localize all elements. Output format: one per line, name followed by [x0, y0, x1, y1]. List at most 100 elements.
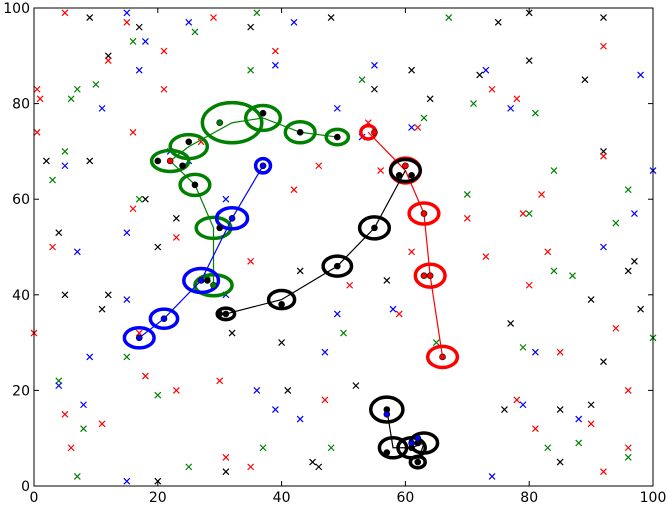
scatter-point-green [624, 453, 632, 461]
track-ellipse-black [357, 215, 392, 241]
scatter-point-green [61, 147, 69, 155]
scatter-point-black [315, 463, 323, 471]
scatter-point-black [600, 14, 607, 21]
track-point-blue [228, 215, 236, 222]
scatter-point-blue [61, 162, 69, 170]
scatter-point-red [247, 257, 255, 265]
scatter-point-red [135, 329, 143, 337]
x-tick-label: 20 [149, 490, 167, 505]
track-point-black [179, 162, 186, 170]
y-tick-label: 20 [12, 383, 30, 399]
scatter-point-black [86, 14, 94, 21]
scatter-point-red [67, 444, 75, 452]
scatter-point-black [222, 468, 230, 476]
x-tick-label: 0 [30, 490, 39, 505]
track-point-green [210, 281, 217, 289]
scatter-point-blue [123, 477, 131, 485]
scatter-point-red [538, 190, 546, 198]
scatter-point-blue [507, 104, 515, 112]
track-point-black [216, 310, 223, 318]
scatter-point-red [210, 14, 217, 21]
scatter-point-black [426, 95, 434, 103]
scatter-point-blue [531, 348, 539, 356]
scatter-point-blue [408, 124, 416, 131]
scatter-point-green [358, 76, 366, 84]
scatter-point-black [507, 320, 515, 327]
x-tick-label: 60 [396, 490, 414, 505]
y-tick-label: 80 [12, 97, 30, 113]
plot-area [30, 9, 657, 485]
scatter-point-red [33, 128, 41, 136]
scatter-point-blue [123, 9, 131, 17]
scatter-point-black [278, 339, 286, 347]
track-ellipse-black [368, 395, 405, 424]
track-ellipse-black [266, 288, 297, 311]
x-tick-label: 40 [273, 490, 291, 505]
scatter-point-red [531, 425, 539, 433]
scatter-point-red [160, 47, 168, 55]
scatter-point-blue [575, 415, 583, 423]
track-point-blue [197, 277, 205, 284]
scatter-point-red [612, 324, 620, 332]
scatter-point-blue [123, 229, 131, 237]
track-ellipse-red [425, 344, 460, 370]
scatter-point-green [550, 267, 558, 275]
track-line-green [169, 117, 338, 286]
scatter-point-red [172, 386, 180, 394]
scatter-point-blue [333, 310, 341, 318]
scatter-point-red [104, 57, 112, 65]
scatter-point-red [519, 210, 527, 217]
track-point-red [426, 272, 434, 279]
scatter-point-red [414, 124, 422, 131]
scatter-point-black [383, 277, 391, 284]
scatter-point-red [395, 310, 403, 318]
scatter-point-red [141, 372, 149, 380]
scatter-point-green [67, 95, 75, 103]
track-point-black [408, 172, 415, 179]
scatter-point-blue [253, 386, 261, 394]
scatter-point-red [513, 95, 521, 103]
scatter-point-black [104, 291, 112, 299]
scatter-point-black [501, 406, 508, 413]
scatter-point-blue [123, 296, 131, 304]
track-ellipse-red [407, 201, 441, 226]
track-point-red [166, 157, 174, 165]
track-point-blue [383, 410, 391, 418]
track-ellipse-blue [122, 326, 156, 350]
track-ellipse-green [324, 127, 351, 147]
track-ellipse-green [283, 120, 317, 145]
scatter-point-black [587, 296, 595, 304]
scatter-point-blue [519, 401, 527, 409]
scatter-point-green [463, 190, 471, 198]
scatter-point-green [129, 38, 137, 45]
scatter-point-red [321, 396, 329, 404]
scatter-point-green [470, 100, 477, 108]
scatter-point-blue [135, 66, 143, 74]
scatter-point-black [296, 267, 304, 275]
scatter-point-red [488, 85, 496, 93]
scatter-point-red [346, 281, 354, 289]
track-point-red [402, 162, 409, 170]
track-ellipse-green [193, 272, 234, 298]
track-point-blue [160, 315, 168, 323]
scatter-point-black [371, 85, 378, 93]
scatter-point-red [463, 214, 471, 222]
track-ellipse-black [388, 157, 423, 184]
scatter-point-blue [80, 401, 87, 409]
y-tick-label: 0 [21, 479, 30, 495]
track-point-black [222, 310, 230, 318]
track-point-blue [259, 162, 267, 170]
scatter-point-blue [600, 243, 607, 251]
scatter-point-blue [271, 406, 279, 413]
scatter-point-red [33, 85, 41, 93]
scatter-point-blue [631, 210, 638, 217]
scatter-point-red [408, 248, 416, 256]
track-ellipse-green [168, 132, 210, 161]
scatter-point-black [327, 14, 335, 21]
track-point-red [420, 210, 428, 217]
plot-frame [33, 7, 654, 487]
scatter-point-red [36, 95, 44, 103]
scatter-point-blue [482, 66, 490, 74]
scatter-point-black [86, 157, 94, 165]
